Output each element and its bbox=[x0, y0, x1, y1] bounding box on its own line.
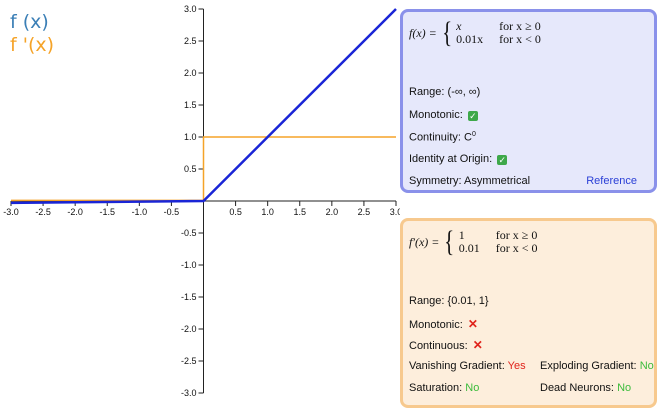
x-tick-label: -3.0 bbox=[3, 207, 19, 217]
saturation-row: Saturation: No bbox=[409, 382, 480, 394]
function-plot: -3.0 -2.5 -2.0 -1.5 -1.0 -0.5 0.5 1.0 1.5 2.0 2.5 3… bbox=[3, 4, 400, 398]
vanishing-gradient-row: Vanishing Gradient: Yes bbox=[409, 360, 526, 372]
y-tick-label: -2.5 bbox=[181, 356, 197, 366]
check-icon: ✓ bbox=[467, 111, 478, 121]
f-prime-line bbox=[11, 136, 396, 202]
cross-icon: ✕ bbox=[472, 338, 483, 352]
y-tick-label: -3.0 bbox=[181, 388, 197, 398]
function-formula: f(x) = { x for x ≥ 0 0.01x for x < 0 bbox=[409, 16, 541, 49]
symmetry-text: Symmetry: Asymmetrical bbox=[409, 175, 531, 187]
function-info-panel: f(x) = { x for x ≥ 0 0.01x for x < 0 Ran… bbox=[400, 9, 657, 193]
reference-link[interactable]: Reference bbox=[586, 175, 637, 187]
monotonic-row: Monotonic: ✓ bbox=[409, 109, 478, 121]
check-icon: ✓ bbox=[497, 155, 508, 165]
legend-f: f (x) bbox=[10, 11, 49, 33]
monotonic-row: Monotonic: ✕ bbox=[409, 317, 478, 331]
range-text: Range: (-∞, ∞) bbox=[409, 86, 481, 98]
exploding-gradient-row: Exploding Gradient: No bbox=[540, 360, 654, 372]
x-tick-label: -0.5 bbox=[164, 207, 180, 217]
y-tick-label: -0.5 bbox=[181, 228, 197, 238]
y-tick-label: 1.5 bbox=[184, 100, 197, 110]
cross-icon: ✕ bbox=[467, 317, 478, 331]
y-tick-label: -1.0 bbox=[181, 260, 197, 270]
y-tick-label: 1.0 bbox=[184, 132, 197, 142]
derivative-formula: f′(x) = { 1 for x ≥ 0 0.01 for x < 0 bbox=[409, 225, 538, 258]
y-tick-label: -2.0 bbox=[181, 324, 197, 334]
x-tick-label: 3.0 bbox=[390, 207, 400, 217]
y-tick-label: -1.5 bbox=[181, 292, 197, 302]
legend-f-prime: f '(x) bbox=[10, 34, 55, 56]
continuous-row: Continuous: ✕ bbox=[409, 338, 483, 352]
x-tick-label: 0.5 bbox=[229, 207, 242, 217]
x-tick-label: -1.0 bbox=[132, 207, 148, 217]
x-tick-label: -2.5 bbox=[35, 207, 51, 217]
formula-brace: { bbox=[441, 16, 452, 49]
y-tick-label: 2.5 bbox=[184, 36, 197, 46]
derivative-info-panel: f′(x) = { 1 for x ≥ 0 0.01 for x < 0 Ran… bbox=[400, 218, 657, 408]
x-tick-label: 2.5 bbox=[358, 207, 371, 217]
x-tick-label: -1.5 bbox=[99, 207, 115, 217]
f-line bbox=[10, 8, 397, 205]
x-tick-label: 1.5 bbox=[293, 207, 306, 217]
dead-neurons-row: Dead Neurons: No bbox=[540, 382, 632, 394]
y-tick-label: 0.5 bbox=[184, 164, 197, 174]
continuity-row: Continuity: C0 bbox=[409, 131, 476, 144]
x-tick-label: -2.0 bbox=[67, 207, 83, 217]
y-tick-label: 3.0 bbox=[184, 4, 197, 14]
x-tick-label: 1.0 bbox=[261, 207, 274, 217]
y-tick-label: 2.0 bbox=[184, 68, 197, 78]
identity-row: Identity at Origin: ✓ bbox=[409, 153, 508, 165]
x-tick-label: 2.0 bbox=[326, 207, 339, 217]
formula-brace: { bbox=[444, 225, 455, 258]
range-text: Range: {0.01, 1} bbox=[409, 295, 489, 307]
